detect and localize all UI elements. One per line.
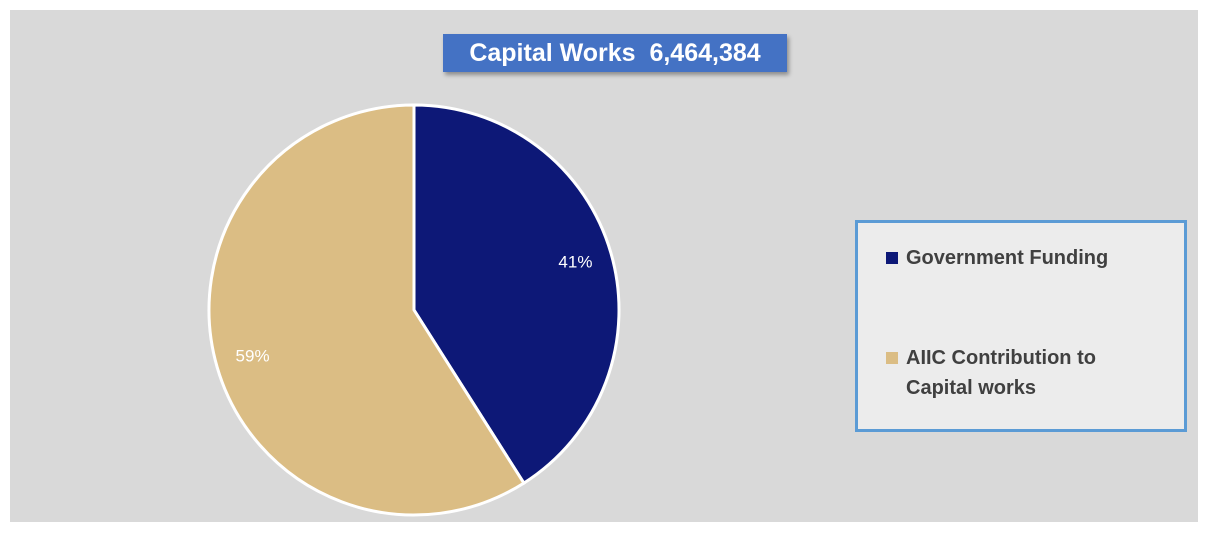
legend-swatch <box>886 352 898 364</box>
legend-swatch <box>886 252 898 264</box>
legend-entry: Government Funding <box>886 243 1166 273</box>
legend: Government Funding AIIC Contribution to C… <box>855 220 1187 432</box>
data-label: 59% <box>236 346 270 365</box>
legend-entry: AIIC Contribution to Capital works <box>886 343 1166 403</box>
pie-slice <box>207 103 526 517</box>
legend-label: AIIC Contribution to Capital works <box>906 347 1096 399</box>
legend-label: Government Funding <box>906 247 1109 269</box>
data-label: 41% <box>558 253 592 272</box>
chart-title: Capital Works 6,464,384 <box>443 34 787 72</box>
